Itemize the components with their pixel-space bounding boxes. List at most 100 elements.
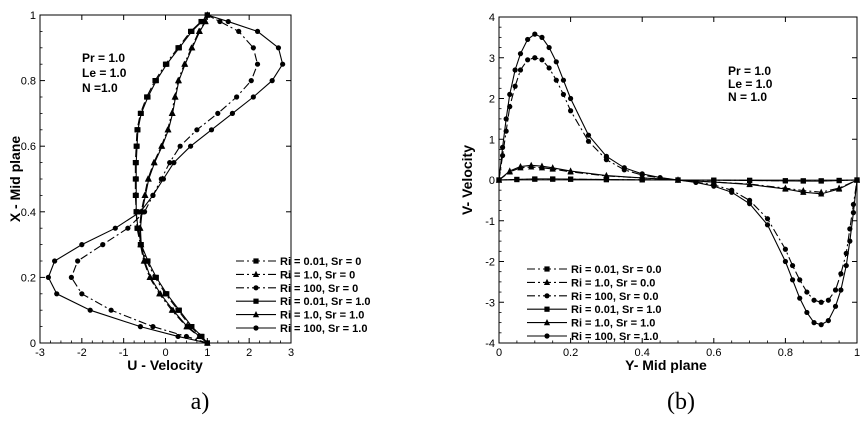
data-point bbox=[112, 225, 118, 231]
data-point bbox=[639, 174, 646, 181]
data-point bbox=[164, 291, 170, 297]
x-tick-label: -1 bbox=[119, 347, 129, 359]
data-point bbox=[800, 178, 806, 184]
data-point bbox=[100, 242, 106, 248]
annotation-text: N = 1.0 bbox=[728, 90, 767, 104]
data-point bbox=[164, 61, 170, 67]
data-point bbox=[747, 201, 753, 207]
annotation-text: Pr = 1.0 bbox=[728, 64, 771, 78]
data-point bbox=[693, 179, 699, 186]
data-point bbox=[811, 320, 817, 326]
y-axis-label: V- Velocity bbox=[459, 145, 475, 215]
data-point bbox=[747, 177, 753, 184]
data-point bbox=[517, 51, 524, 57]
data-point bbox=[189, 28, 195, 34]
data-point bbox=[175, 333, 181, 340]
data-point bbox=[133, 176, 139, 182]
x-axis-label: U - Velocity bbox=[127, 357, 203, 373]
data-point bbox=[159, 142, 166, 149]
data-point bbox=[157, 290, 164, 297]
legend-label: Ri = 0.01, Sr = 1.0 bbox=[571, 304, 662, 316]
legend-label: Ri = 1.0, Sr = 0.0 bbox=[571, 277, 655, 289]
y-tick-label: 0.8 bbox=[21, 76, 36, 88]
data-point bbox=[782, 258, 789, 265]
y-tick-label: 4 bbox=[489, 12, 495, 24]
data-point bbox=[525, 36, 531, 43]
data-point bbox=[782, 178, 788, 184]
data-point bbox=[797, 277, 803, 283]
x-tick-label: 0 bbox=[496, 347, 502, 359]
x-tick-label: 0.2 bbox=[563, 347, 578, 359]
legend-marker bbox=[253, 325, 259, 331]
data-point bbox=[517, 162, 524, 170]
data-point bbox=[797, 295, 803, 301]
data-point bbox=[525, 57, 531, 63]
data-point bbox=[225, 18, 231, 25]
data-point bbox=[234, 94, 240, 100]
x-tick-label: -2 bbox=[77, 347, 87, 359]
data-point bbox=[546, 44, 552, 51]
data-point bbox=[145, 94, 151, 100]
data-point bbox=[528, 161, 535, 168]
series-6 bbox=[496, 31, 860, 328]
data-point bbox=[553, 59, 559, 65]
data-point bbox=[68, 274, 74, 280]
data-point bbox=[204, 340, 210, 346]
data-point bbox=[789, 262, 796, 269]
x-tick-label: -3 bbox=[35, 347, 45, 359]
data-point bbox=[269, 78, 275, 84]
data-point bbox=[532, 176, 538, 182]
data-point bbox=[512, 83, 518, 89]
data-point bbox=[539, 57, 545, 63]
data-point bbox=[176, 307, 182, 313]
data-point bbox=[800, 188, 807, 195]
data-point bbox=[45, 274, 51, 280]
data-point bbox=[496, 177, 502, 183]
data-point bbox=[838, 287, 844, 293]
data-point bbox=[546, 65, 552, 71]
legend-label: Ri = 0.01, Sr = 1.0 bbox=[280, 296, 371, 308]
y-axis-label: X - Mid plane bbox=[7, 136, 23, 223]
data-point bbox=[169, 306, 177, 313]
data-point bbox=[236, 28, 242, 34]
legend-marker bbox=[252, 270, 260, 277]
series-5 bbox=[137, 11, 211, 346]
legend-marker bbox=[544, 306, 550, 312]
data-point bbox=[499, 152, 506, 159]
data-point bbox=[532, 31, 538, 37]
data-point bbox=[54, 291, 60, 297]
data-point bbox=[160, 176, 167, 182]
legend-label: Ri = 100, Sr = 1.0 bbox=[571, 331, 658, 343]
data-point bbox=[134, 143, 140, 149]
data-point bbox=[782, 246, 789, 252]
data-point bbox=[182, 60, 189, 67]
data-point bbox=[850, 210, 857, 216]
data-point bbox=[138, 110, 144, 116]
data-point bbox=[189, 44, 196, 51]
data-point bbox=[764, 216, 771, 222]
data-point bbox=[568, 108, 574, 114]
legend-label: Ri = 0.01, Sr = 0.0 bbox=[571, 264, 662, 276]
data-point bbox=[549, 164, 556, 171]
chart-b: 0 0.2 0.4 0.6 0.8 1 -4 -3 -2 -1 0 1 2 3 4 Y- Mid plane V… bbox=[459, 12, 860, 415]
panel-caption: a) bbox=[191, 389, 210, 415]
data-point bbox=[215, 110, 221, 116]
data-point bbox=[175, 77, 182, 84]
data-point bbox=[836, 178, 842, 184]
data-point bbox=[746, 180, 753, 188]
legend-label: Ri = 1.0, Sr = 1.0 bbox=[571, 318, 655, 330]
y-tick-label: -4 bbox=[485, 338, 495, 350]
data-point bbox=[585, 132, 592, 138]
y-tick-label: 3 bbox=[489, 53, 495, 65]
y-tick-label: -1 bbox=[485, 216, 495, 228]
y-tick-label: 0.2 bbox=[21, 272, 36, 284]
data-point bbox=[135, 225, 141, 231]
data-point bbox=[506, 167, 513, 174]
data-point bbox=[710, 178, 717, 185]
data-point bbox=[560, 91, 567, 98]
data-point bbox=[512, 67, 518, 73]
legend-label: Ri = 1.0, Sr = 1.0 bbox=[280, 310, 364, 322]
data-point bbox=[603, 153, 610, 159]
data-point bbox=[141, 257, 148, 264]
data-point bbox=[729, 189, 735, 195]
